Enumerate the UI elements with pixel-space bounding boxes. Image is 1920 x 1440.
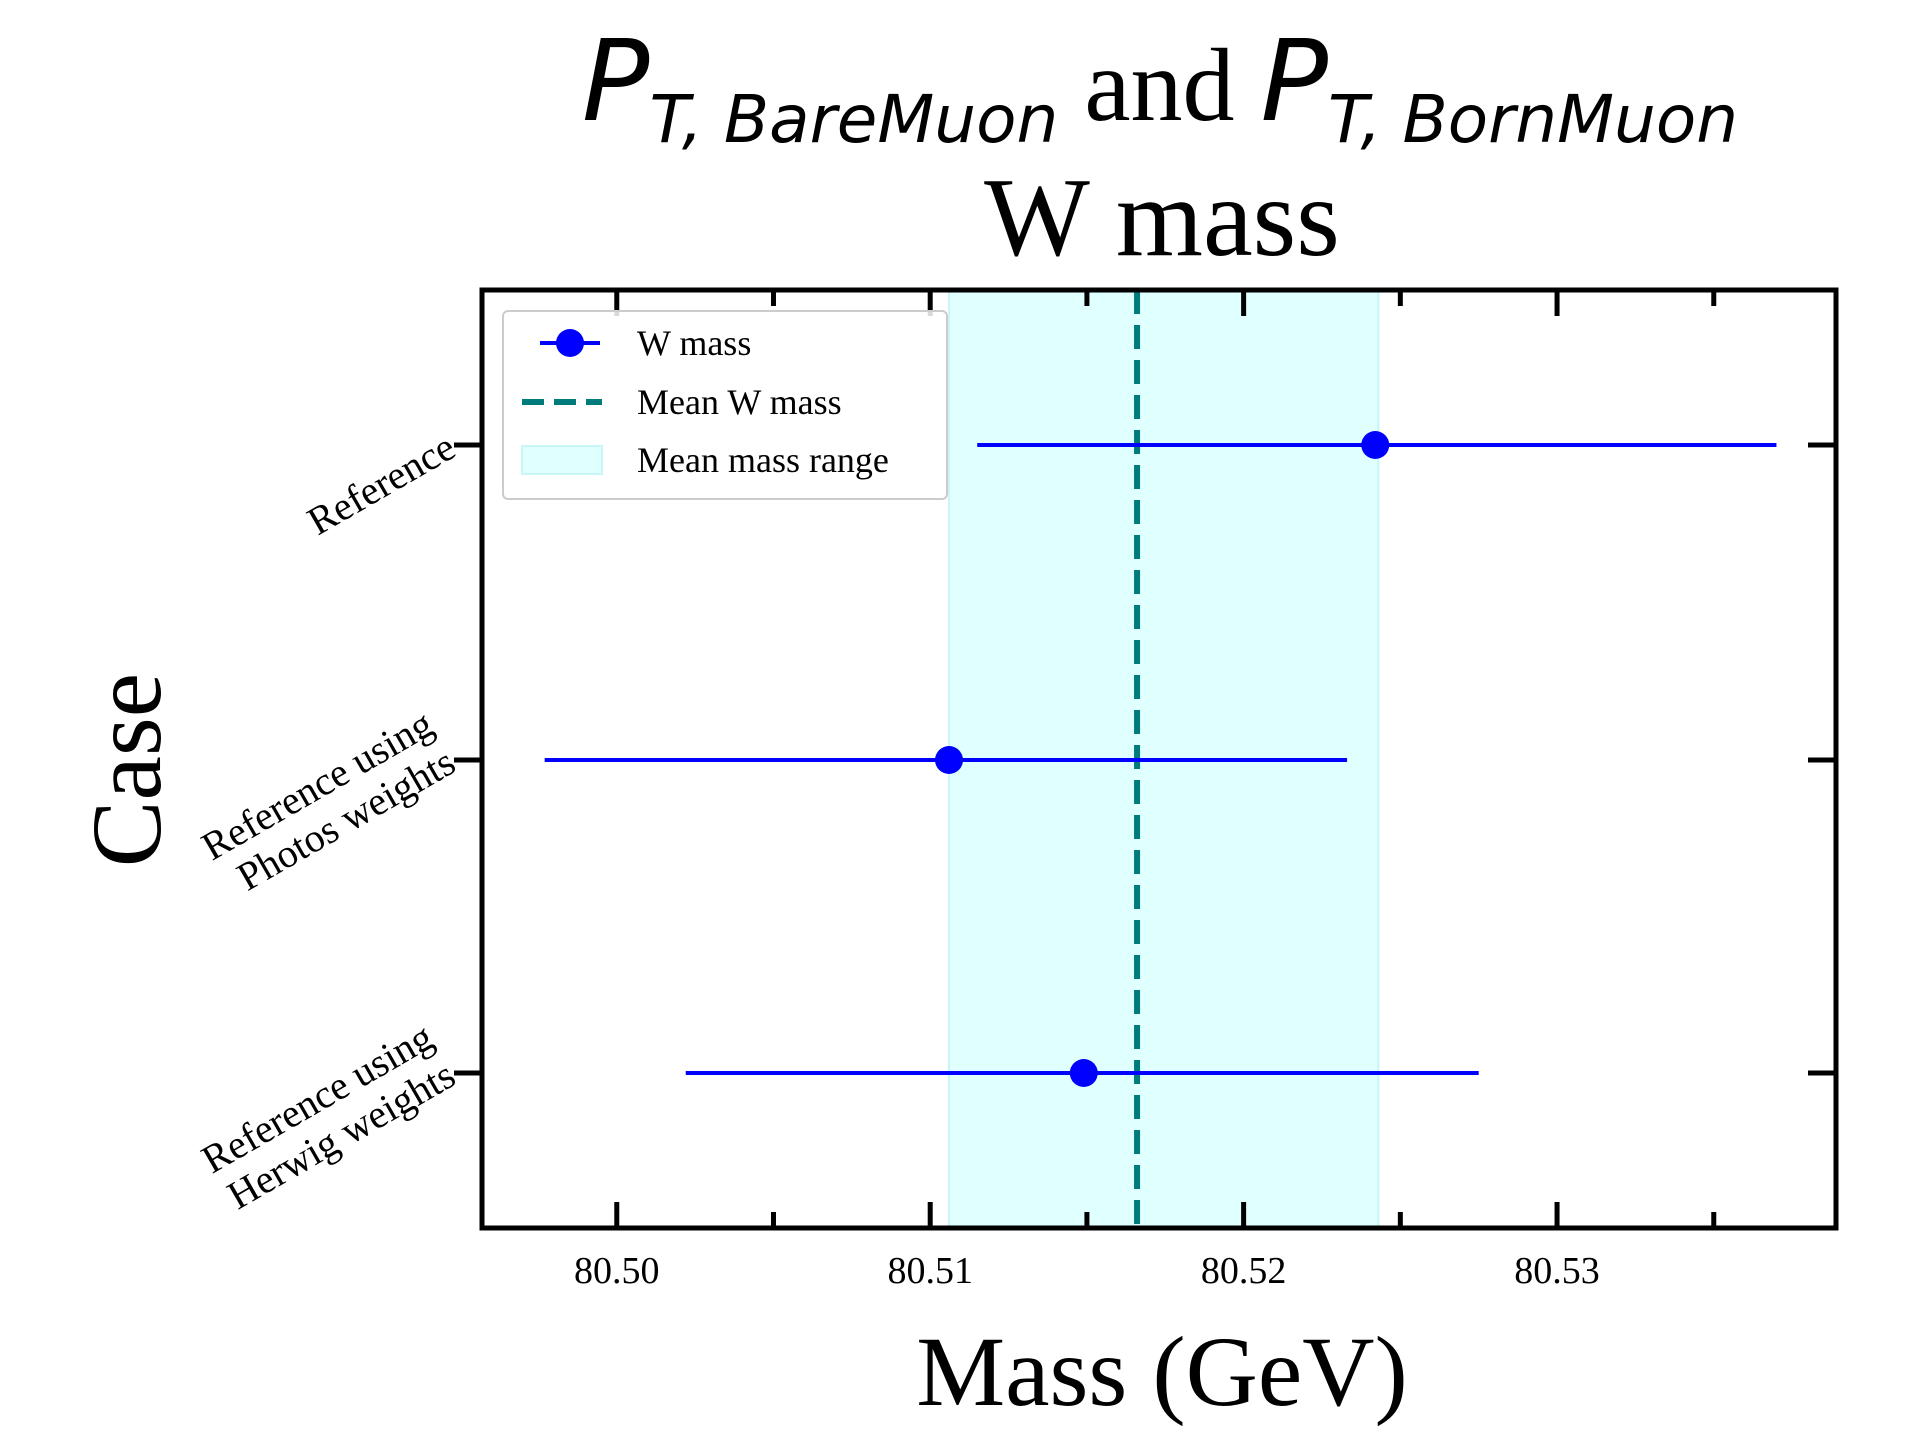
y-tick-label-2: Reference usingHerwig weights (194, 1014, 463, 1220)
x-tick-label-1: 80.51 (887, 1250, 973, 1292)
x-tick-label-3: 80.53 (1514, 1250, 1600, 1292)
title-symbol-2: P (1261, 17, 1329, 147)
title-subscript-1: T, BareMuon (649, 81, 1058, 158)
legend-mean-label: Mean W mass (637, 382, 842, 422)
x-axis-label: Mass (GeV) (916, 1316, 1408, 1427)
x-ticks-layer: 80.50 80.51 80.52 80.53 (574, 290, 1717, 1292)
y-tick-label-0: Reference (300, 424, 463, 544)
chart-title-line2: W mass (984, 156, 1340, 280)
legend-points-marker (556, 329, 584, 357)
chart-title-line1: PT, BareMuon and PT, BornMuon (582, 17, 1738, 158)
legend-points-label: W mass (637, 323, 751, 363)
data-point-1 (935, 746, 964, 774)
title-subscript-2: T, BornMuon (1328, 81, 1738, 158)
title-joiner: and (1058, 28, 1260, 143)
legend-frame (502, 310, 948, 500)
points-layer (544, 431, 1777, 1087)
data-point-2 (1069, 1059, 1098, 1087)
x-tick-label-2: 80.52 (1201, 1250, 1287, 1292)
y-axis-label: Case (71, 673, 182, 867)
title-symbol-1: P (582, 17, 650, 147)
data-point-0 (1361, 431, 1390, 459)
legend-band-label: Mean mass range (637, 440, 889, 480)
legend: W mass Mean W mass Mean mass range (502, 310, 948, 500)
x-tick-label-0: 80.50 (574, 1250, 660, 1292)
y-tick-label-1: Reference usingPhotos weights (194, 701, 463, 907)
y-tick-label-0-line-0: Reference (300, 424, 463, 544)
legend-band-swatch (521, 445, 603, 475)
